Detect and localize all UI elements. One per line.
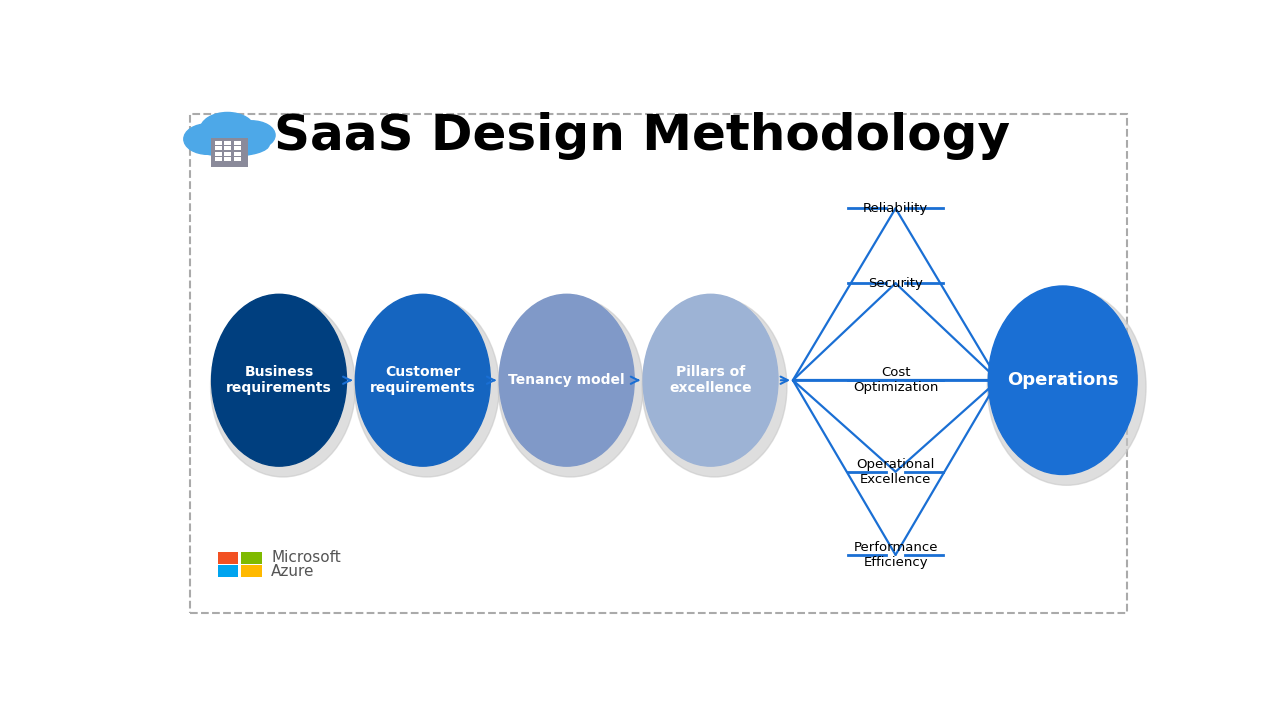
FancyBboxPatch shape: [224, 152, 232, 156]
Ellipse shape: [184, 124, 232, 154]
FancyBboxPatch shape: [215, 152, 221, 156]
Ellipse shape: [643, 297, 787, 477]
FancyBboxPatch shape: [242, 565, 262, 577]
Text: Customer
requirements: Customer requirements: [370, 365, 476, 395]
Text: Azure: Azure: [271, 564, 315, 579]
Ellipse shape: [200, 112, 255, 147]
Text: Reliability: Reliability: [863, 202, 928, 215]
Text: Performance
Efficiency: Performance Efficiency: [854, 541, 938, 569]
Text: Cost
Optimization: Cost Optimization: [852, 366, 938, 395]
Ellipse shape: [643, 294, 778, 466]
FancyBboxPatch shape: [215, 146, 221, 150]
FancyBboxPatch shape: [224, 146, 232, 150]
Ellipse shape: [355, 297, 499, 477]
FancyBboxPatch shape: [224, 140, 232, 145]
FancyBboxPatch shape: [211, 138, 248, 167]
Ellipse shape: [211, 294, 347, 466]
FancyBboxPatch shape: [234, 152, 242, 156]
FancyBboxPatch shape: [242, 552, 262, 564]
Text: Operations: Operations: [1007, 372, 1119, 390]
FancyBboxPatch shape: [215, 140, 221, 145]
Ellipse shape: [189, 133, 269, 156]
FancyBboxPatch shape: [215, 158, 221, 161]
Text: Business
requirements: Business requirements: [227, 365, 332, 395]
Text: Microsoft: Microsoft: [271, 550, 340, 565]
Ellipse shape: [356, 294, 490, 466]
Ellipse shape: [498, 297, 643, 477]
Ellipse shape: [987, 289, 1146, 485]
FancyBboxPatch shape: [218, 552, 238, 564]
Text: Pillars of
excellence: Pillars of excellence: [669, 365, 751, 395]
Text: SaaS Design Methodology: SaaS Design Methodology: [274, 112, 1010, 161]
Ellipse shape: [499, 294, 634, 466]
FancyBboxPatch shape: [234, 158, 242, 161]
FancyBboxPatch shape: [234, 140, 242, 145]
Ellipse shape: [228, 121, 275, 150]
Text: Tenancy model: Tenancy model: [508, 373, 625, 387]
FancyBboxPatch shape: [234, 146, 242, 150]
Text: Security: Security: [868, 276, 923, 289]
FancyBboxPatch shape: [224, 158, 232, 161]
FancyBboxPatch shape: [218, 565, 238, 577]
Ellipse shape: [988, 286, 1137, 474]
Ellipse shape: [211, 297, 356, 477]
Text: Operational
Excellence: Operational Excellence: [856, 458, 934, 486]
